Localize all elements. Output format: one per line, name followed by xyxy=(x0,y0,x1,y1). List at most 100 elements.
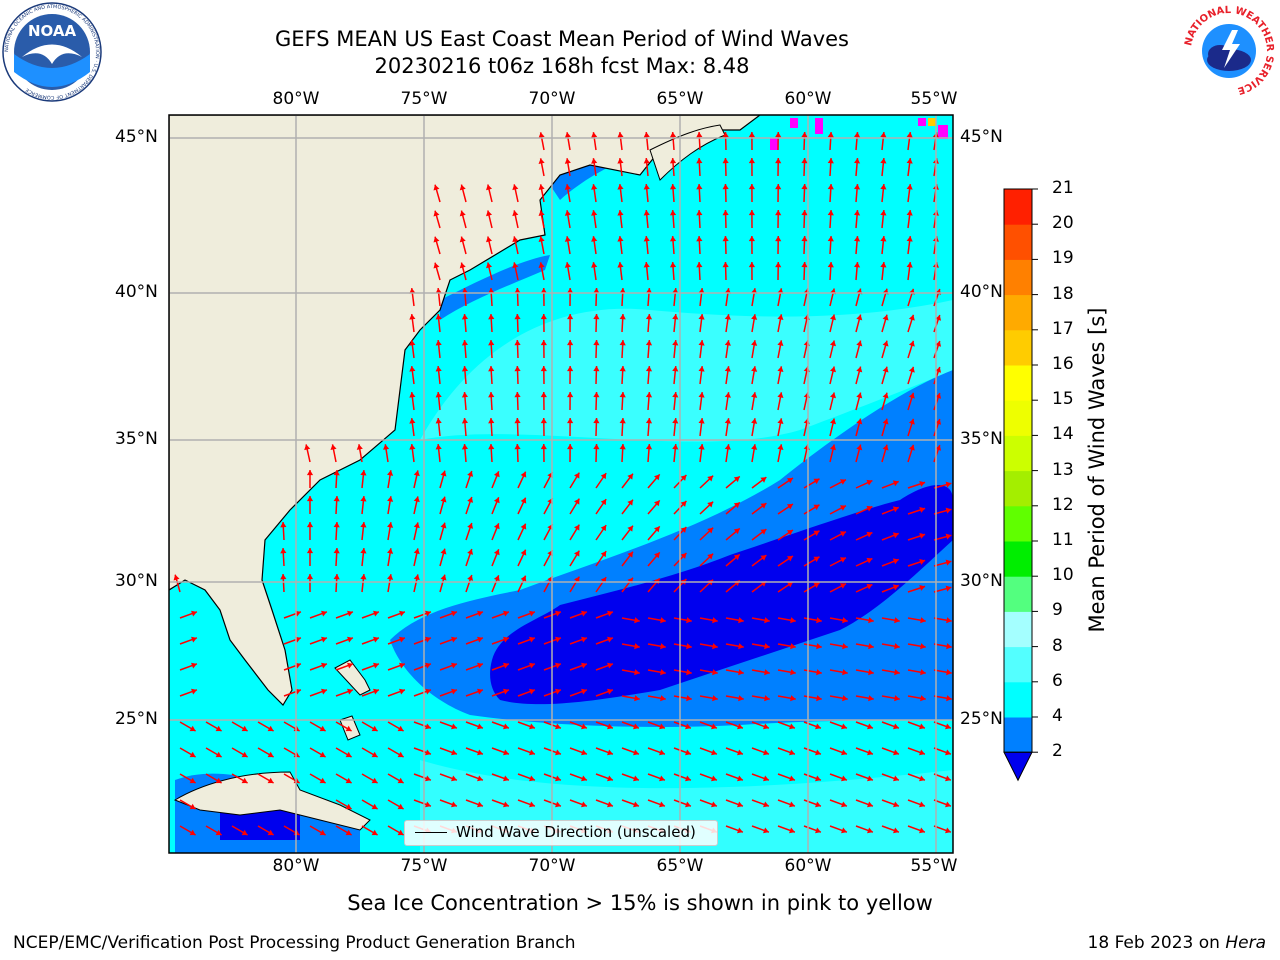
wave-arrow-head xyxy=(440,496,447,503)
wave-arrow-head xyxy=(867,801,873,808)
wave-arrow-head xyxy=(627,525,633,532)
wave-arrow-head xyxy=(906,132,913,138)
wave-arrow-head xyxy=(413,574,420,581)
wave-arrow-head xyxy=(724,418,731,424)
wave-arrow-head xyxy=(760,555,767,561)
wave-arrow-head xyxy=(722,236,729,242)
wave-arrow-head xyxy=(360,574,367,580)
wave-arrow-head xyxy=(617,158,624,164)
wave-arrow-head xyxy=(737,749,743,756)
wave-arrow-head xyxy=(645,340,653,346)
wave-arrow-head xyxy=(763,775,769,782)
wave-arrow-head xyxy=(413,496,420,503)
wave-arrow-head xyxy=(751,314,758,320)
colorbar-tick-label: 12 xyxy=(1052,494,1074,515)
wave-arrow-head xyxy=(919,749,925,756)
wave-arrow-head xyxy=(748,262,756,268)
wave-arrow-head xyxy=(892,532,899,539)
colorbar-band xyxy=(1004,435,1032,472)
wave-arrow-head xyxy=(722,132,729,138)
wave-arrow-head xyxy=(591,158,598,164)
wave-arrow-head xyxy=(461,444,469,450)
wave-arrow-head xyxy=(827,210,834,216)
wave-arrow-head xyxy=(241,777,248,784)
wave-arrow-head xyxy=(581,775,587,782)
wave-arrow-head xyxy=(591,262,598,268)
lon-label-top: 80°W xyxy=(272,89,320,109)
wave-arrow-head xyxy=(488,288,495,294)
wave-arrow-head xyxy=(461,392,469,398)
wave-arrow-head xyxy=(413,548,420,555)
wave-arrow-head xyxy=(564,158,571,164)
sea-ice xyxy=(928,118,936,126)
wave-arrow-head xyxy=(945,801,951,808)
wave-arrow-head xyxy=(360,522,367,528)
wave-arrow-head xyxy=(607,610,613,617)
wave-arrow-head xyxy=(669,236,677,242)
wave-arrow-head xyxy=(409,444,416,450)
wave-arrow-head xyxy=(813,556,820,563)
wave-arrow-head xyxy=(698,340,705,346)
wave-arrow-head xyxy=(643,158,650,164)
map-frame xyxy=(168,114,954,854)
wave-arrow-head xyxy=(659,775,665,782)
wave-arrow-head xyxy=(581,688,587,695)
wave-arrow-head xyxy=(894,617,900,624)
wave-arrow-head xyxy=(409,418,416,424)
wave-arrow-head xyxy=(882,444,889,451)
wave-arrow-head xyxy=(839,583,846,589)
wave-arrow-head xyxy=(564,132,571,138)
wave-arrow-head xyxy=(816,643,822,650)
wave-arrow-head xyxy=(751,392,758,398)
wave-arrow-head xyxy=(829,314,837,321)
wave-arrow-head xyxy=(919,723,925,730)
wave-arrow-head xyxy=(919,507,926,513)
colorbar-tick-label: 16 xyxy=(1052,354,1074,374)
wave-arrow-head xyxy=(488,340,495,346)
wave-arrow-head xyxy=(892,558,899,565)
wave-arrow-head xyxy=(371,751,378,758)
wave-arrow-head xyxy=(764,617,770,624)
wave-arrow-head xyxy=(451,749,457,756)
sea-ice xyxy=(918,118,926,126)
wave-arrow-head xyxy=(841,775,847,782)
wave-arrow-head xyxy=(520,575,527,582)
wave-arrow-head xyxy=(827,184,834,190)
wave-arrow-head xyxy=(360,548,367,554)
wave-arrow-head xyxy=(908,392,915,399)
wave-arrow-head xyxy=(790,617,796,624)
wave-arrow-head xyxy=(593,418,600,424)
wave-arrow-head xyxy=(189,777,196,784)
wave-arrow-head xyxy=(733,528,740,535)
wave-arrow-head xyxy=(839,557,846,563)
wave-arrow-head xyxy=(581,723,587,730)
wave-arrow-head xyxy=(627,551,633,558)
wave-arrow-head xyxy=(748,132,756,138)
wave-arrow-head xyxy=(738,695,744,702)
wave-arrow-head xyxy=(724,366,731,372)
wave-arrow-head xyxy=(425,749,431,756)
wave-arrow-head xyxy=(345,829,352,836)
wave-arrow-head xyxy=(686,695,692,702)
wave-arrow-head xyxy=(607,636,613,643)
wave-arrow-head xyxy=(512,184,519,191)
wave-arrow-head xyxy=(267,725,274,732)
wave-arrow-head xyxy=(451,775,457,782)
wave-arrow-head xyxy=(433,262,440,269)
wave-arrow-head xyxy=(477,610,483,617)
wave-arrow-head xyxy=(945,481,952,488)
wave-arrow-head xyxy=(564,210,571,216)
wave-arrow-head xyxy=(619,366,626,372)
wave-arrow-head xyxy=(685,723,691,730)
footer-date: 18 Feb 2023 on Hera xyxy=(1088,933,1266,953)
wave-arrow-head xyxy=(698,288,705,294)
wave-arrow-head xyxy=(397,803,404,810)
colorbar-band xyxy=(1004,717,1032,753)
wave-arrow-head xyxy=(712,643,718,650)
colorbar-band xyxy=(1004,541,1032,577)
wave-arrow-head xyxy=(306,522,314,528)
wave-arrow-head xyxy=(801,236,808,242)
wave-arrow-head xyxy=(786,529,793,536)
wave-arrow-head xyxy=(945,585,952,592)
wave-arrow-head xyxy=(908,418,915,425)
